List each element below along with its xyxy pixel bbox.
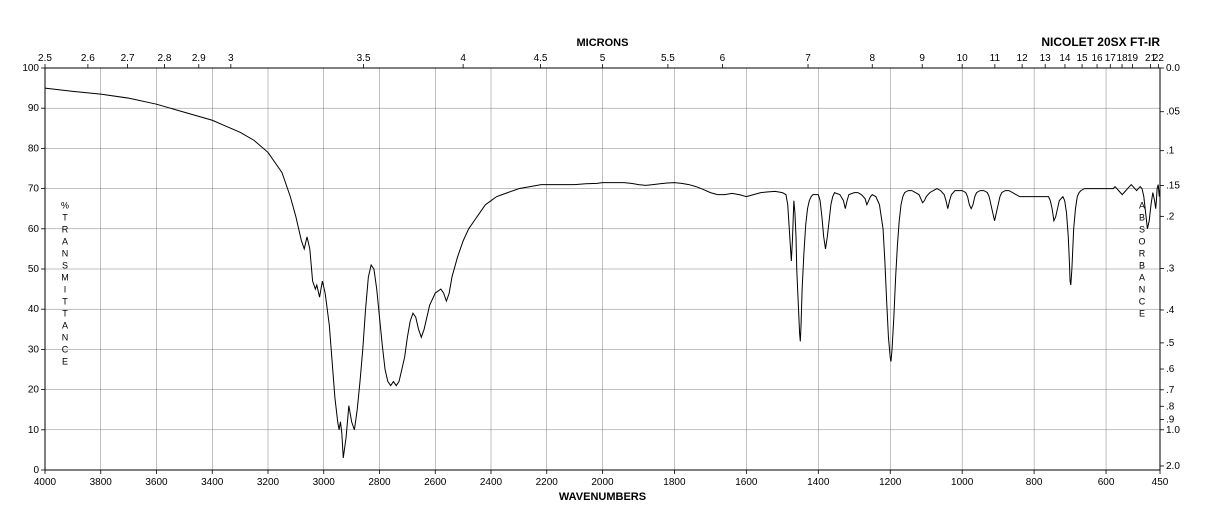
svg-text:C: C: [62, 345, 69, 355]
svg-text:7: 7: [805, 53, 811, 64]
svg-text:8: 8: [869, 53, 875, 64]
svg-text:%: %: [61, 201, 69, 211]
svg-text:.9: .9: [1166, 414, 1175, 425]
svg-text:B: B: [1139, 261, 1145, 271]
svg-text:450: 450: [1152, 477, 1169, 488]
svg-text:T: T: [62, 309, 68, 319]
svg-text:2200: 2200: [536, 477, 559, 488]
svg-text:80: 80: [28, 143, 40, 154]
svg-text:B: B: [1139, 213, 1145, 223]
svg-text:N: N: [62, 249, 69, 259]
svg-text:1600: 1600: [735, 477, 758, 488]
svg-text:3200: 3200: [257, 477, 280, 488]
svg-text:15: 15: [1077, 53, 1089, 64]
svg-text:A: A: [1139, 273, 1145, 283]
svg-text:A: A: [62, 237, 68, 247]
svg-text:2.9: 2.9: [192, 53, 206, 64]
svg-text:0: 0: [33, 465, 39, 476]
svg-text:4.5: 4.5: [534, 53, 548, 64]
svg-text:40: 40: [28, 304, 40, 315]
svg-text:2600: 2600: [424, 477, 447, 488]
svg-text:NICOLET 20SX FT-IR: NICOLET 20SX FT-IR: [1041, 35, 1160, 49]
svg-text:S: S: [62, 261, 68, 271]
svg-text:11: 11: [990, 53, 1001, 64]
svg-text:1800: 1800: [663, 477, 686, 488]
svg-text:2800: 2800: [368, 477, 391, 488]
svg-text:.2: .2: [1166, 211, 1175, 222]
svg-text:M: M: [61, 273, 69, 283]
svg-text:5: 5: [600, 53, 606, 64]
svg-text:3600: 3600: [145, 477, 168, 488]
svg-text:17: 17: [1105, 53, 1117, 64]
svg-text:T: T: [62, 213, 68, 223]
svg-text:MICRONS: MICRONS: [577, 37, 629, 49]
svg-text:3800: 3800: [90, 477, 113, 488]
svg-text:2.0: 2.0: [1166, 461, 1180, 472]
svg-text:600: 600: [1098, 477, 1115, 488]
svg-text:14: 14: [1059, 53, 1071, 64]
svg-text:R: R: [1139, 249, 1146, 259]
svg-text:4000: 4000: [34, 477, 57, 488]
svg-text:.3: .3: [1166, 264, 1175, 275]
svg-text:O: O: [1138, 237, 1145, 247]
ir-spectrum-chart: 2.5 2.6 2.7 2.8 2.9 3 3.5 4 4.5 5 5.5 6 7 8 9 10 11 12 13 1…: [0, 0, 1218, 528]
svg-text:6: 6: [720, 53, 726, 64]
svg-text:2.8: 2.8: [158, 53, 172, 64]
svg-text:1400: 1400: [807, 477, 830, 488]
svg-text:13: 13: [1040, 53, 1052, 64]
svg-text:3400: 3400: [201, 477, 224, 488]
svg-text:I: I: [64, 285, 67, 295]
svg-text:2000: 2000: [591, 477, 614, 488]
svg-text:1000: 1000: [951, 477, 974, 488]
svg-text:10: 10: [957, 53, 969, 64]
svg-text:9: 9: [919, 53, 925, 64]
svg-text:90: 90: [28, 103, 40, 114]
svg-text:1.0: 1.0: [1166, 425, 1180, 436]
svg-text:E: E: [1139, 309, 1145, 319]
svg-text:50: 50: [28, 264, 40, 275]
svg-text:70: 70: [28, 184, 40, 195]
svg-text:.6: .6: [1166, 364, 1175, 375]
svg-text:E: E: [62, 357, 68, 367]
svg-text:2.5: 2.5: [38, 53, 52, 64]
svg-text:N: N: [1139, 285, 1146, 295]
svg-text:T: T: [62, 297, 68, 307]
svg-text:4: 4: [460, 53, 466, 64]
svg-text:19: 19: [1127, 53, 1139, 64]
svg-text:1200: 1200: [879, 477, 902, 488]
svg-text:.05: .05: [1166, 107, 1180, 118]
svg-text:0.0: 0.0: [1166, 63, 1180, 74]
svg-text:R: R: [62, 225, 69, 235]
svg-text:5.5: 5.5: [661, 53, 675, 64]
svg-text:.15: .15: [1166, 180, 1180, 191]
svg-text:100: 100: [22, 63, 39, 74]
svg-text:3000: 3000: [313, 477, 336, 488]
svg-text:N: N: [62, 333, 69, 343]
svg-text:.8: .8: [1166, 401, 1175, 412]
svg-text:C: C: [1139, 297, 1146, 307]
svg-text:10: 10: [28, 425, 40, 436]
svg-text:30: 30: [28, 344, 40, 355]
svg-text:2.7: 2.7: [121, 53, 135, 64]
svg-text:2.6: 2.6: [81, 53, 95, 64]
svg-text:.7: .7: [1166, 385, 1175, 396]
svg-text:20: 20: [28, 385, 40, 396]
svg-text:A: A: [62, 321, 68, 331]
svg-text:.5: .5: [1166, 338, 1175, 349]
svg-text:16: 16: [1091, 53, 1103, 64]
svg-text:2400: 2400: [480, 477, 503, 488]
svg-text:12: 12: [1017, 53, 1029, 64]
svg-text:800: 800: [1026, 477, 1043, 488]
svg-text:S: S: [1139, 225, 1145, 235]
svg-text:.4: .4: [1166, 305, 1175, 316]
svg-text:60: 60: [28, 224, 40, 235]
svg-text:.1: .1: [1166, 146, 1175, 157]
svg-text:A: A: [1139, 201, 1145, 211]
svg-text:3.5: 3.5: [357, 53, 371, 64]
svg-text:22: 22: [1153, 53, 1165, 64]
svg-text:WAVENUMBERS: WAVENUMBERS: [559, 491, 646, 503]
svg-text:3: 3: [228, 53, 234, 64]
